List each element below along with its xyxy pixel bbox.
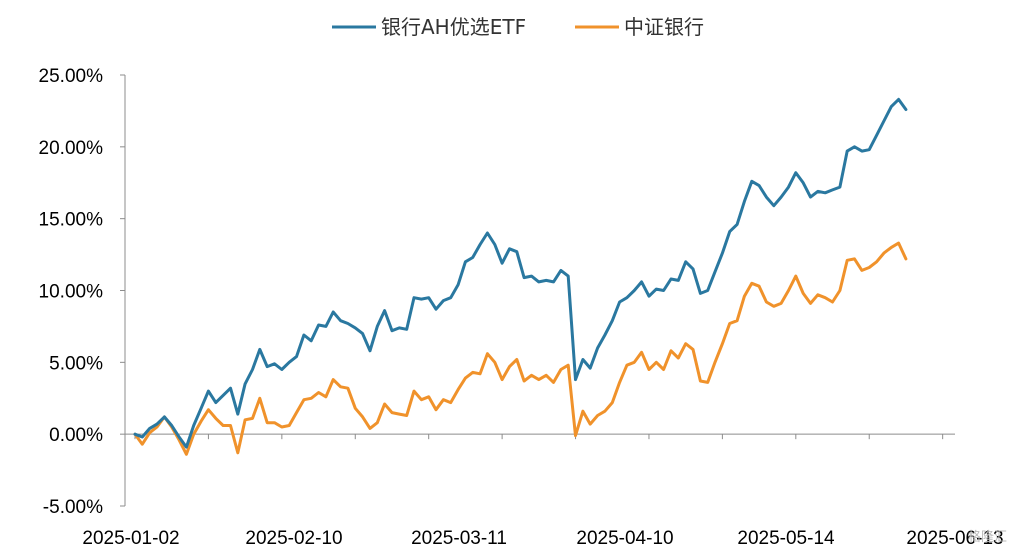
- x-tick-label: 2025-01-02: [82, 528, 179, 549]
- y-tick-label: 10.00%: [39, 282, 104, 303]
- x-tick-label: 2025-06-13: [906, 528, 1003, 549]
- legend-label-series-2: 中证银行: [624, 15, 704, 39]
- legend-label-series-1: 银行AH优选ETF: [381, 15, 526, 39]
- x-tick-label: 2025-03-11: [411, 528, 507, 549]
- y-tick-label: 5.00%: [49, 353, 103, 374]
- x-tick-label: 2025-02-10: [245, 528, 342, 549]
- series-line-2: [133, 241, 908, 456]
- y-tick-label: 0.00%: [49, 425, 103, 446]
- y-tick-label: 20.00%: [39, 138, 104, 159]
- series-lines: [133, 97, 908, 456]
- x-tick-label: 2025-04-10: [576, 528, 673, 549]
- chart-axes: [120, 74, 955, 507]
- y-tick-label: 25.00%: [39, 66, 104, 87]
- x-tick-label: 2025-05-14: [737, 528, 835, 549]
- chart-legend: 银行AH优选ETF 中证银行: [332, 15, 704, 39]
- watermark-text: 格隆汇: [968, 529, 1007, 545]
- x-axis-tick-labels: 2025-01-02 2025-02-10 2025-03-11 2025-04-10…: [82, 528, 1003, 549]
- y-axis-tick-labels: 25.00% 20.00% 15.00% 10.00% 5.00% 0.00% -5.00%: [39, 66, 104, 518]
- y-tick-label: 15.00%: [39, 210, 104, 231]
- y-tick-label: -5.00%: [43, 497, 103, 518]
- series-line-1: [133, 97, 908, 449]
